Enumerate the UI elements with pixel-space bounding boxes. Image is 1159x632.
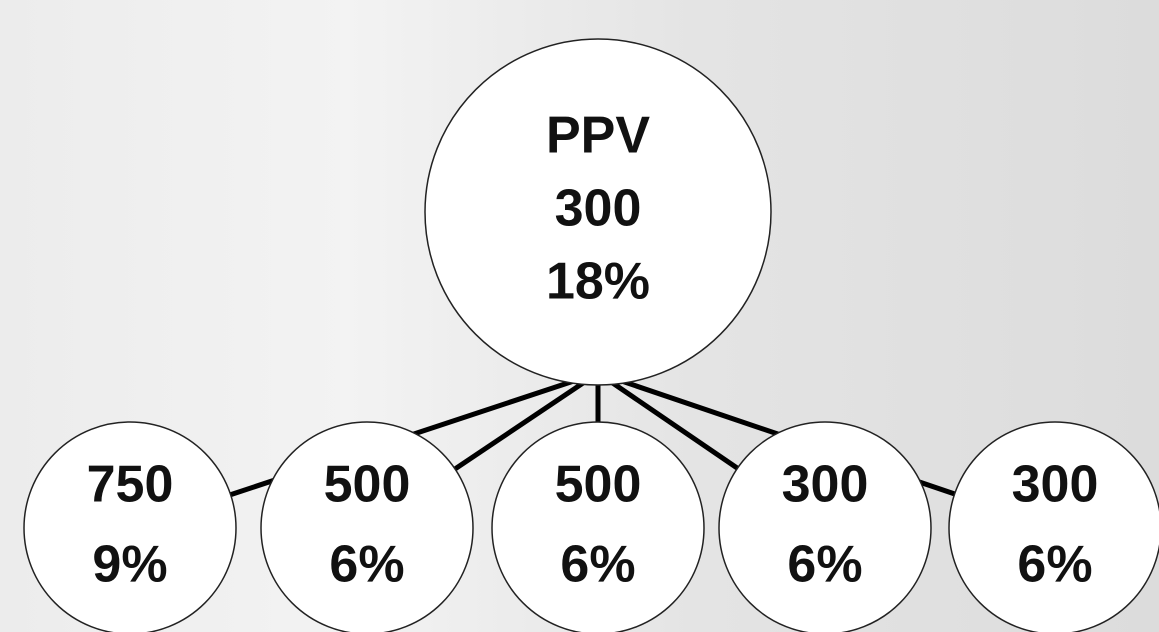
node-label: 500 [555,456,642,514]
node-circle [492,422,704,632]
node-label: 750 [87,456,174,514]
node-label: 300 [782,456,869,514]
node: PPV 300 18% [425,39,771,385]
node-label: 6% [787,536,862,594]
node-label: PPV [546,107,650,165]
node-circle [949,422,1159,632]
node-label: 6% [329,536,404,594]
node-label: 6% [560,536,635,594]
node-circle [24,422,236,632]
page: PPV30018%7509%5006%5006%3006%3006% (() =… [0,0,1159,632]
node-label: 18% [546,253,650,311]
tree-diagram: PPV30018%7509%5006%5006%3006%3006% [0,0,1159,632]
node-circle [261,422,473,632]
node-label: 500 [324,456,411,514]
node-circle [719,422,931,632]
node-label: 300 [555,180,642,238]
node-label: 300 [1012,456,1099,514]
node-label: 9% [92,536,167,594]
node-label: 6% [1017,536,1092,594]
